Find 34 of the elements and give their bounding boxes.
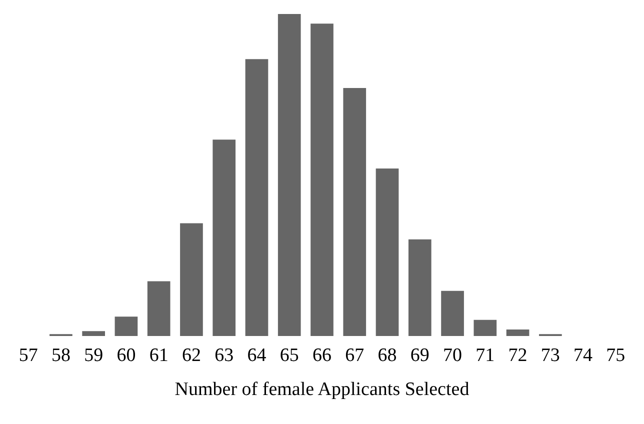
x-tick-label: 57 (18, 345, 38, 366)
x-tick-label: 61 (149, 345, 168, 366)
x-tick-label: 59 (84, 345, 104, 366)
bar (310, 24, 334, 336)
x-tick-label: 73 (540, 345, 560, 366)
x-tick-label: 62 (182, 345, 201, 366)
bar (343, 88, 366, 336)
bar (147, 281, 170, 336)
bar (180, 223, 203, 336)
bar (245, 59, 268, 336)
x-tick-label: 69 (410, 345, 430, 366)
bar (82, 331, 105, 336)
x-tick-label: 65 (280, 345, 299, 366)
bar (441, 290, 464, 336)
x-tick-label: 70 (443, 345, 462, 366)
bar (212, 140, 236, 336)
x-tick-label: 67 (345, 345, 364, 366)
x-tick-label: 64 (247, 345, 267, 366)
bar (278, 14, 301, 336)
bar (114, 316, 138, 336)
x-tick-label: 74 (574, 345, 594, 366)
bar (474, 320, 497, 336)
x-axis-title: Number of female Applicants Selected (174, 379, 470, 400)
bar (376, 168, 399, 336)
x-tick-label: 71 (476, 345, 495, 366)
x-tick-label: 60 (116, 345, 136, 366)
bar (506, 330, 530, 336)
x-tick-label: 75 (606, 345, 626, 366)
x-tick-label: 63 (214, 345, 234, 366)
x-tick-label: 58 (51, 345, 70, 366)
x-tick-label: 68 (378, 345, 397, 366)
bar (408, 239, 432, 336)
x-tick-label: 72 (508, 345, 528, 366)
x-tick-label: 66 (312, 345, 332, 366)
